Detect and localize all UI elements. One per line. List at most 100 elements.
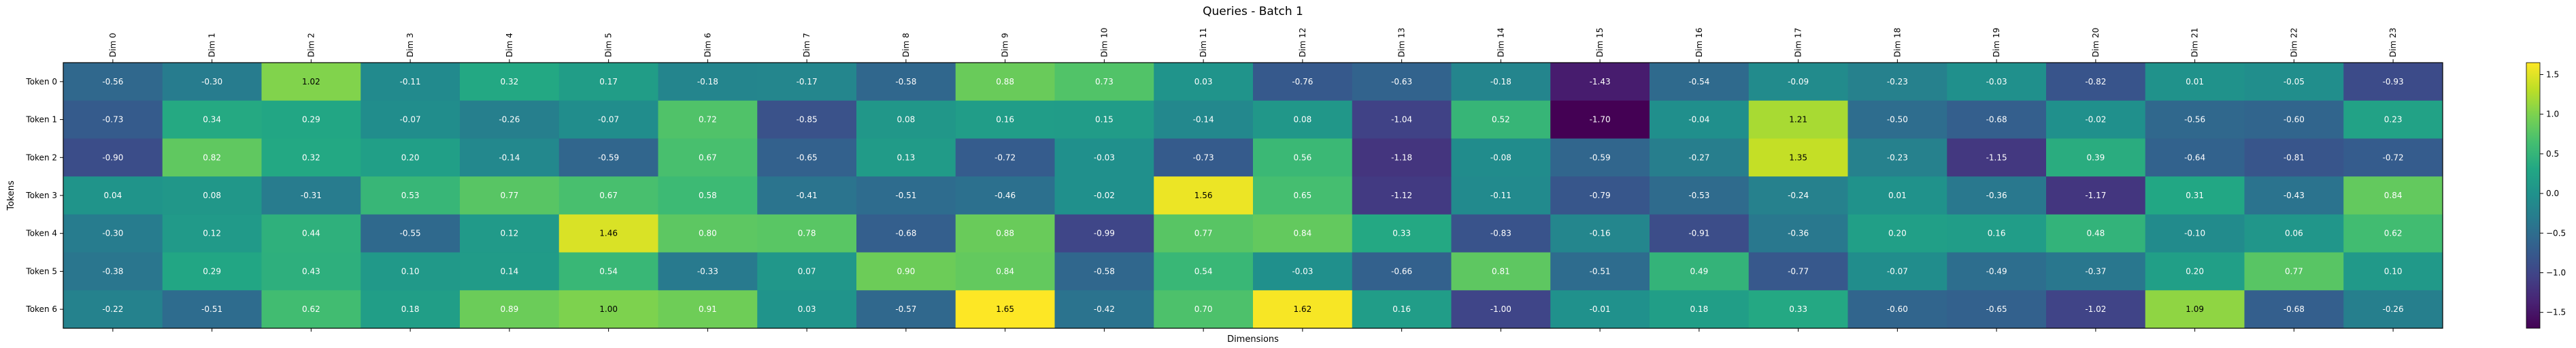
heatmap-cell-r3-c5	[558, 176, 658, 215]
x-tick-label-22: Dim 22	[2289, 28, 2298, 57]
cell-value-label-r4-c17: -0.36	[1788, 229, 1809, 238]
cell-value-label-r6-c20: -1.02	[2085, 304, 2106, 314]
heatmap-cell-r2-c0	[63, 138, 163, 177]
cell-value-label-r0-c2: 1.02	[302, 77, 320, 86]
cell-value-label-r2-c0: -0.90	[102, 153, 123, 162]
x-axis-label: Dimensions	[1227, 334, 1279, 345]
cell-value-label-r1-c22: -0.60	[2284, 115, 2305, 125]
cell-value-label-r6-c22: -0.68	[2284, 304, 2305, 314]
heatmap-cell-r3-c8	[856, 176, 956, 215]
heatmap-cell-r4-c0	[63, 214, 163, 253]
heatmap-cell-r0-c9	[955, 63, 1055, 101]
cell-value-label-r3-c15: -0.79	[1590, 191, 1611, 200]
heatmap-cell-r1-c15	[1550, 100, 1650, 139]
heatmap-cell-r5-c2	[261, 252, 361, 291]
heatmap-cell-r6-c13	[1352, 290, 1452, 329]
heatmap-cell-r0-c20	[2046, 63, 2146, 101]
heatmap-cell-r2-c9	[955, 138, 1055, 177]
cell-value-label-r6-c19: -0.65	[1986, 304, 2007, 314]
x-tick-label-1: Dim 1	[207, 33, 217, 57]
cell-value-label-r1-c9: 0.16	[996, 115, 1014, 125]
heatmap-cell-r4-c16	[1650, 214, 1750, 253]
heatmap-cell-r3-c16	[1650, 176, 1750, 215]
cell-value-label-r2-c9: -0.72	[994, 153, 1016, 162]
cell-value-label-r4-c19: 0.16	[1988, 229, 2006, 238]
x-axis-ticks: Dim 0 Dim 1 Dim 2 Dim 3 Dim 4 Dim 5 Dim 6 Dim 7…	[108, 28, 2398, 332]
heatmap-cell-r4-c23	[2343, 214, 2443, 253]
heatmap-cell-r0-c0	[63, 63, 163, 101]
heatmap-cell-r5-c7	[757, 252, 857, 291]
x-tick-label-11: Dim 11	[1199, 28, 1208, 57]
cell-value-label-r0-c4: 0.32	[501, 77, 519, 86]
cell-value-label-r5-c1: 0.29	[203, 266, 221, 276]
heatmap-cell-r1-c2	[261, 100, 361, 139]
heatmap-cell-r3-c4	[460, 176, 560, 215]
cell-value-label-r1-c1: 0.34	[203, 115, 221, 125]
cell-value-label-r4-c1: 0.12	[203, 229, 221, 238]
cell-value-label-r3-c21: 0.31	[2186, 191, 2204, 200]
x-tick-label-17: Dim 17	[1794, 28, 1803, 57]
cell-value-label-r6-c4: 0.89	[501, 304, 519, 314]
heatmap-cell-r1-c0	[63, 100, 163, 139]
colorbar-ticks: 1.5 1.0 0.5 0.0 −0.5 −1.0 −1.5	[2540, 69, 2566, 317]
heatmap-cell-r5-c20	[2046, 252, 2146, 291]
cell-value-label-r2-c7: -0.65	[797, 153, 818, 162]
y-axis-label: Tokens	[6, 180, 16, 211]
x-tick-label-8: Dim 8	[901, 33, 911, 57]
heatmap-cell-r0-c4	[460, 63, 560, 101]
heatmap-cell-r2-c14	[1451, 138, 1551, 177]
heatmap-cell-r6-c21	[2145, 290, 2245, 329]
cell-value-label-r3-c7: -0.41	[797, 191, 818, 200]
heatmap-cell-r0-c15	[1550, 63, 1650, 101]
cell-value-label-r2-c11: -0.73	[1193, 153, 1214, 162]
cell-value-label-r5-c18: -0.07	[1887, 266, 1908, 276]
cell-value-label-r1-c16: -0.04	[1688, 115, 1709, 125]
cell-value-label-r3-c11: 1.56	[1194, 191, 1213, 200]
cell-value-label-r1-c0: -0.73	[102, 115, 123, 125]
cell-value-label-r4-c14: -0.83	[1490, 229, 1511, 238]
x-tick-label-4: Dim 4	[505, 33, 514, 57]
heatmap-cell-r5-c23	[2343, 252, 2443, 291]
cell-value-label-r3-c4: 0.77	[501, 191, 519, 200]
cell-value-label-r0-c9: 0.88	[996, 77, 1014, 86]
cell-value-label-r3-c5: 0.67	[599, 191, 618, 200]
cell-value-label-r0-c20: -0.82	[2085, 77, 2106, 86]
heatmap-cell-r2-c5	[558, 138, 658, 177]
cell-value-label-r1-c17: 1.21	[1789, 115, 1807, 125]
heatmap-cell-r3-c23	[2343, 176, 2443, 215]
cell-value-label-r2-c17: 1.35	[1789, 153, 1807, 162]
cell-value-label-r0-c22: -0.05	[2284, 77, 2305, 86]
heatmap-cell-r2-c3	[361, 138, 461, 177]
cell-value-label-r4-c10: -0.99	[1094, 229, 1115, 238]
heatmap-cell-r1-c3	[361, 100, 461, 139]
cell-value-label-r5-c16: 0.49	[1690, 266, 1709, 276]
heatmap-cell-r6-c6	[658, 290, 758, 329]
heatmap-cell-r3-c12	[1253, 176, 1353, 215]
cell-value-label-r1-c2: 0.29	[302, 115, 320, 125]
cell-value-label-r0-c10: 0.73	[1095, 77, 1114, 86]
x-tick-label-18: Dim 18	[1892, 28, 1902, 57]
heatmap-cell-r0-c7	[757, 63, 857, 101]
heatmap-cell-r0-c2	[261, 63, 361, 101]
x-tick-label-23: Dim 23	[2388, 28, 2398, 57]
cell-value-label-r0-c7: -0.17	[797, 77, 818, 86]
x-tick-label-20: Dim 20	[2091, 28, 2101, 57]
cell-value-label-r1-c4: -0.26	[499, 115, 520, 125]
heatmap-cell-r0-c12	[1253, 63, 1353, 101]
cell-value-label-r6-c6: 0.91	[699, 304, 717, 314]
heatmap-cell-r5-c9	[955, 252, 1055, 291]
heatmap-cell-r6-c10	[1054, 290, 1154, 329]
cell-value-label-r3-c23: 0.84	[2384, 191, 2403, 200]
cell-value-label-r6-c14: -1.00	[1490, 304, 1511, 314]
cell-value-label-r2-c23: -0.72	[2383, 153, 2404, 162]
cell-value-label-r5-c10: -0.58	[1094, 266, 1115, 276]
x-tick-label-19: Dim 19	[1992, 28, 2001, 57]
heatmap-cells	[63, 63, 2443, 329]
cell-value-label-r5-c2: 0.43	[302, 266, 320, 276]
heatmap-cell-r5-c10	[1054, 252, 1154, 291]
heatmap-cell-r5-c3	[361, 252, 461, 291]
heatmap-cell-r3-c11	[1154, 176, 1254, 215]
cell-value-label-r6-c11: 0.70	[1194, 304, 1213, 314]
cell-value-label-r4-c7: 0.78	[798, 229, 816, 238]
cell-value-label-r3-c13: -1.12	[1391, 191, 1412, 200]
